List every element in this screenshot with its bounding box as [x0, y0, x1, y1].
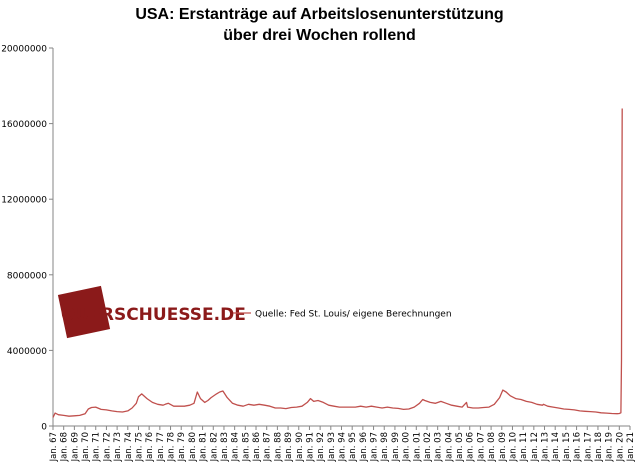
- x-tick-label: Jan. 03: [434, 432, 444, 462]
- x-tick-label: Jan. 87: [263, 432, 273, 462]
- x-tick-label: Jan. 19: [605, 432, 615, 462]
- x-tick-label: Jan. 13: [541, 432, 551, 462]
- x-tick-label: Jan. 14: [551, 432, 561, 462]
- logo-text: QUERSCHUESSE.DE: [61, 305, 246, 325]
- x-tick-label: Jan. 68: [60, 432, 70, 462]
- x-tick-label: Jan. 95: [348, 432, 358, 462]
- x-tick-label: Jan. 12: [530, 432, 540, 462]
- x-tick-label: Jan. 72: [102, 432, 112, 462]
- x-tick-label: Jan. 79: [177, 432, 187, 462]
- x-tick-label: Jan. 77: [156, 432, 166, 462]
- x-tick-label: Jan. 75: [134, 432, 144, 462]
- x-tick-label: Jan. 07: [476, 432, 486, 462]
- x-tick-label: Jan. 92: [316, 432, 326, 462]
- chart-title-line-1: USA: Erstanträge auf Arbeitslosenunterst…: [135, 6, 504, 23]
- x-tick-label: Jan. 00: [402, 432, 412, 462]
- x-tick-label: Jan. 91: [305, 432, 315, 462]
- x-tick-label: Jan. 82: [209, 432, 219, 462]
- y-tick-label: 16000000: [1, 120, 47, 130]
- x-tick-label: Jan. 94: [338, 432, 348, 462]
- x-tick-label: Jan. 02: [423, 432, 433, 462]
- y-tick-label: 20000000: [1, 45, 47, 55]
- x-tick-label: Jan. 89: [284, 432, 294, 462]
- y-tick-label: 12000000: [1, 196, 47, 206]
- legend-label: Quelle: Fed St. Louis/ eigene Berechnung…: [255, 310, 452, 320]
- x-tick-label: Jan. 97: [370, 432, 380, 462]
- x-tick-label: Jan. 88: [273, 432, 283, 462]
- x-tick-label: Jan. 93: [327, 432, 337, 462]
- x-tick-label: Jan. 17: [583, 432, 593, 462]
- chart-title-line-2: über drei Wochen rollend: [223, 27, 416, 44]
- x-tick-label: Jan. 73: [113, 432, 123, 462]
- x-tick-label: Jan. 06: [466, 432, 476, 462]
- x-tick-label: Jan. 20: [615, 432, 625, 462]
- x-tick-label: Jan. 84: [231, 432, 241, 462]
- x-tick-label: Jan. 16: [573, 432, 583, 462]
- x-tick-label: Jan. 10: [508, 432, 518, 462]
- x-tick-label: Jan. 04: [444, 432, 454, 462]
- x-tick-label: Jan. 90: [295, 432, 305, 462]
- x-tick-label: Jan. 67: [49, 432, 59, 462]
- x-tick-label: Jan. 96: [359, 432, 369, 462]
- x-tick-label: Jan. 05: [455, 432, 465, 462]
- x-tick-label: Jan. 78: [167, 432, 177, 462]
- x-tick-label: Jan. 80: [188, 432, 198, 462]
- x-tick-label: Jan. 86: [252, 432, 262, 462]
- x-tick-label: Jan. 01: [412, 432, 422, 462]
- logo-mark: [57, 285, 111, 339]
- x-tick-label: Jan. 85: [241, 432, 251, 462]
- y-tick-label: 0: [41, 423, 47, 433]
- x-tick-label: Jan. 11: [519, 432, 529, 462]
- x-tick-label: Jan. 15: [562, 432, 572, 462]
- x-tick-label: Jan. 83: [220, 432, 230, 462]
- x-tick-label: Jan. 21: [626, 432, 636, 462]
- x-tick-label: Jan. 74: [124, 432, 134, 462]
- y-tick-label: 8000000: [7, 271, 47, 281]
- x-tick-label: Jan. 08: [487, 432, 497, 462]
- x-tick-label: Jan. 98: [380, 432, 390, 462]
- y-tick-label: 4000000: [7, 347, 47, 357]
- x-tick-label: Jan. 81: [199, 432, 209, 462]
- x-tick-label: Jan. 18: [594, 432, 604, 462]
- x-tick-label: Jan. 99: [391, 432, 401, 462]
- x-tick-label: Jan. 71: [92, 432, 102, 462]
- x-tick-label: Jan. 09: [498, 432, 508, 462]
- logo: QUERSCHUESSE.DE: [57, 285, 246, 339]
- x-tick-label: Jan. 76: [145, 432, 155, 462]
- x-tick-label: Jan. 69: [70, 432, 80, 462]
- x-tick-label: Jan. 70: [81, 432, 91, 462]
- series-line: [52, 108, 623, 418]
